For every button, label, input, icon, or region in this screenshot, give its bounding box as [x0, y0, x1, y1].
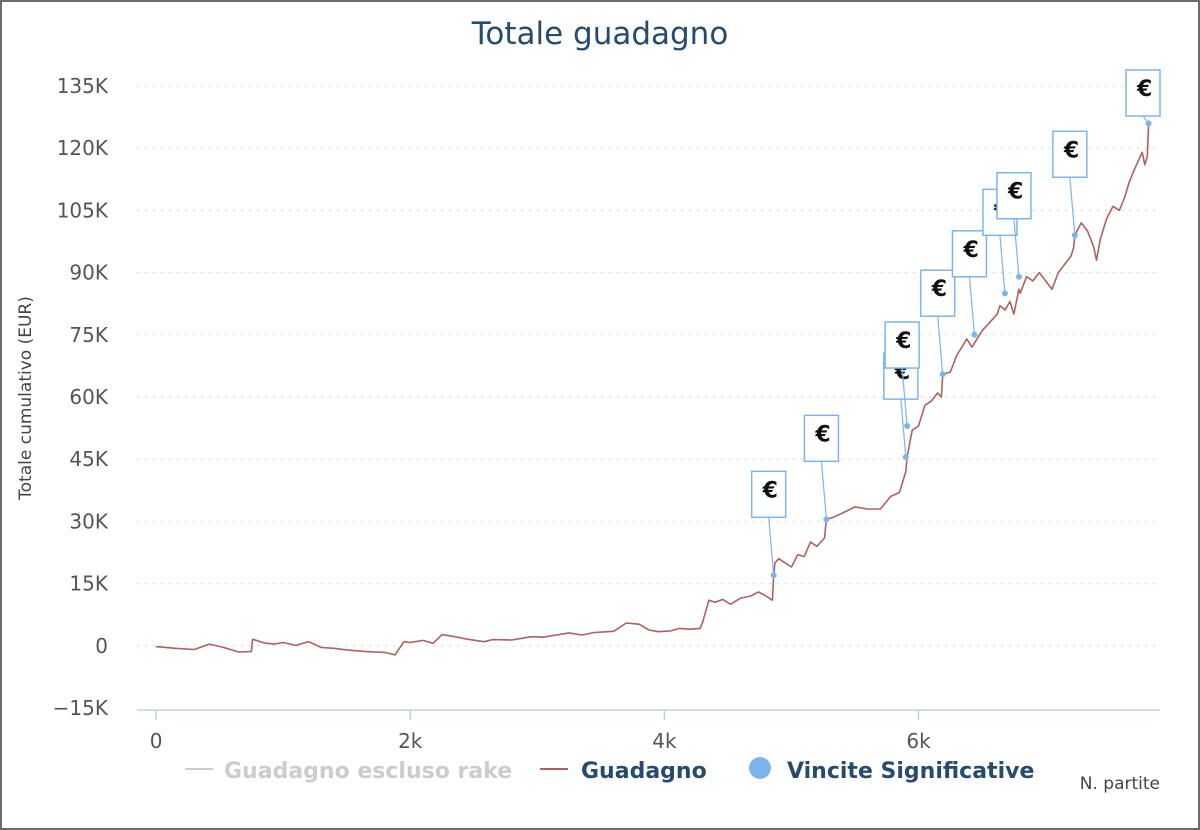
significant-win-point: [904, 423, 911, 430]
significant-win-flag: €: [951, 230, 988, 338]
flag-connector: [820, 461, 828, 520]
x-axis-ticks: 0 2k 4k 6k: [137, 709, 1160, 753]
legend-label: Guadagno: [581, 759, 707, 784]
grid-layer: [137, 85, 1160, 647]
flag-box: [951, 230, 988, 278]
significant-win-point: [1071, 232, 1078, 239]
significant-win-point: [971, 331, 978, 338]
x-tick-label: 4k: [652, 729, 677, 753]
flag-euro-label: €: [962, 238, 978, 263]
x-tick-label: 0: [150, 729, 163, 753]
flag-euro-label: €: [1063, 138, 1079, 163]
flag-connector: [768, 517, 775, 576]
significant-win-point: [1001, 290, 1008, 297]
y-tick-label: 30K: [69, 509, 108, 533]
flag-euro-label: €: [814, 422, 830, 447]
legend-label: Vincite Significative: [787, 759, 1034, 784]
flag-connector: [968, 276, 976, 335]
series-layer: [156, 123, 1150, 656]
flag-euro-label: €: [895, 329, 911, 354]
flag-box: [750, 470, 787, 519]
flag-connector: [999, 235, 1006, 294]
significant-win-point: [770, 572, 777, 579]
y-tick-label: 75K: [69, 323, 108, 347]
significant-win-flag: €: [996, 171, 1032, 280]
legend-symbol-marker: [749, 757, 771, 779]
significant-wins-layer: €€€€€€€€€€: [750, 69, 1161, 579]
x-tick-label: 2k: [398, 729, 423, 753]
flag-connector: [937, 316, 944, 375]
y-tick-label: 0: [95, 634, 108, 658]
legend: Guadagno escluso rake Guadagno Vincite Sig…: [185, 757, 1034, 784]
y-tick-label: 60K: [69, 385, 108, 409]
significant-win-flag: €: [750, 470, 787, 579]
significant-win-point: [902, 454, 909, 461]
significant-win-flag: €: [803, 414, 840, 523]
flag-connector: [1069, 177, 1076, 236]
flag-box: [803, 414, 840, 463]
flag-connector: [901, 367, 908, 427]
legend-label: Guadagno escluso rake: [224, 759, 512, 784]
legend-item[interactable]: Guadagno: [540, 759, 707, 784]
flag-connector: [900, 399, 907, 458]
flag-euro-label: €: [1136, 77, 1152, 102]
series-line-guadagno: [156, 123, 1150, 656]
y-tick-label: 15K: [69, 572, 108, 596]
significant-win-flag: €: [883, 352, 919, 461]
flag-box: [919, 269, 956, 317]
significant-win-point: [823, 516, 830, 523]
significant-win-flag: €: [1125, 69, 1161, 127]
significant-win-flag: €: [884, 321, 920, 430]
flag-box: [1052, 130, 1088, 179]
significant-win-point: [939, 371, 946, 378]
flag-box: [1125, 69, 1161, 117]
x-tick-label: 6k: [906, 729, 931, 753]
significant-win-flag: €: [919, 269, 956, 378]
y-tick-label: 45K: [69, 447, 108, 471]
flag-euro-label: €: [1007, 180, 1023, 205]
y-tick-label: 135K: [57, 74, 109, 98]
significant-win-point: [1145, 120, 1152, 127]
flag-euro-label: €: [931, 277, 947, 302]
y-tick-label: 105K: [57, 198, 109, 222]
flag-box: [884, 321, 920, 369]
flag-box: [996, 171, 1032, 220]
y-tick-label: 90K: [69, 261, 108, 285]
y-axis-label: Totale cumulativo (EUR): [16, 296, 36, 501]
significant-win-flag: €: [1052, 130, 1088, 239]
x-axis-label: N. partite: [1080, 774, 1160, 794]
flag-euro-label: €: [762, 478, 778, 503]
y-tick-label: 120K: [57, 136, 109, 160]
y-axis-ticks: 135K 120K 105K 90K 75K 60K 45K 30K 15K 0 −15K: [53, 74, 109, 720]
significant-win-point: [1015, 273, 1022, 280]
legend-item[interactable]: Vincite Significative: [749, 757, 1034, 784]
y-tick-label: −15K: [53, 696, 109, 720]
flag-connector: [1013, 218, 1020, 277]
legend-item[interactable]: Guadagno escluso rake: [185, 759, 512, 784]
chart-title: Totale guadagno: [471, 16, 729, 52]
